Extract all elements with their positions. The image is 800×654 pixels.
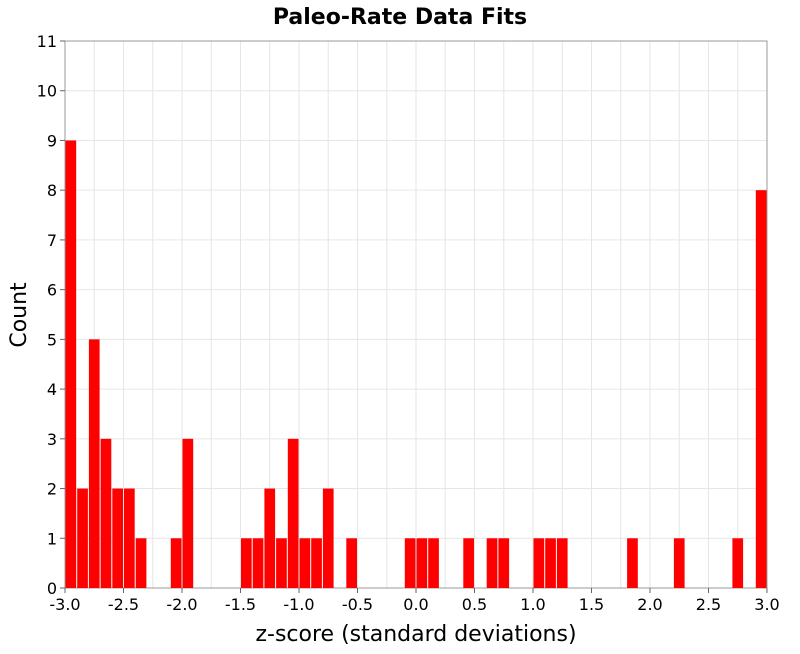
x-tick-label: -2.0	[166, 595, 197, 614]
y-axis-ticks: 0 1 2 3 4 5 6 7 8 9 10 11	[37, 32, 65, 598]
x-tick-label: 3.0	[754, 595, 779, 614]
x-axis-ticks: -3.0 -2.5 -2.0 -1.5 -1.0 -0.5 0.0 0.5 1.0 1.5 2.0 2…	[49, 588, 780, 614]
y-tick-label: 3	[47, 430, 57, 449]
histogram-bar	[252, 538, 264, 588]
histogram-bar	[533, 538, 545, 588]
y-tick-label: 5	[47, 330, 57, 349]
gridlines	[64, 40, 768, 589]
histogram-bar	[556, 538, 568, 588]
bars-group	[65, 140, 767, 589]
y-tick-label: 8	[47, 181, 57, 200]
histogram-bar	[100, 438, 112, 588]
histogram-bar	[428, 538, 439, 588]
x-tick-label: -0.5	[342, 595, 373, 614]
y-tick-label: 9	[47, 131, 57, 150]
histogram-bar	[88, 339, 100, 588]
histogram-bar	[287, 438, 299, 588]
histogram-bar	[673, 538, 685, 588]
histogram-bar	[65, 140, 77, 589]
x-tick-label: -3.0	[49, 595, 80, 614]
histogram-bar	[498, 538, 510, 588]
histogram-bar	[545, 538, 556, 588]
x-tick-label: -1.5	[225, 595, 256, 614]
x-tick-label: 1.0	[520, 595, 545, 614]
y-axis-label: Count	[7, 282, 32, 348]
x-tick-label: 0.5	[462, 595, 487, 614]
histogram-bar	[732, 538, 744, 588]
histogram-bar	[135, 538, 147, 588]
histogram-bar	[755, 190, 767, 588]
y-tick-label: 10	[37, 82, 57, 101]
histogram-bar	[77, 488, 88, 588]
y-tick-label: 4	[47, 380, 57, 399]
x-tick-label: -2.5	[108, 595, 139, 614]
histogram-bar	[112, 488, 123, 588]
histogram-bar	[299, 538, 311, 588]
y-tick-label: 0	[47, 579, 57, 598]
histogram-bar	[124, 488, 135, 588]
x-tick-label: -1.0	[283, 595, 314, 614]
histogram-bar	[170, 538, 182, 588]
histogram-bar	[264, 488, 276, 588]
histogram-bar	[463, 538, 474, 588]
histogram-bar	[416, 538, 428, 588]
histogram-bar	[182, 438, 194, 588]
histogram-bar	[346, 538, 357, 588]
x-tick-label: 1.5	[579, 595, 604, 614]
histogram-bar	[276, 538, 287, 588]
y-tick-label: 11	[37, 32, 57, 51]
histogram-bar	[241, 538, 252, 588]
y-tick-label: 1	[47, 529, 57, 548]
x-tick-label: 0.0	[403, 595, 428, 614]
histogram-bar	[311, 538, 322, 588]
histogram-bar	[486, 538, 498, 588]
x-axis-label: z-score (standard deviations)	[255, 622, 576, 647]
y-tick-label: 2	[47, 480, 57, 499]
x-tick-label: 2.5	[696, 595, 721, 614]
x-tick-label: 2.0	[637, 595, 662, 614]
chart-title: Paleo-Rate Data Fits	[273, 5, 527, 30]
y-tick-label: 7	[47, 231, 57, 250]
histogram-bar	[404, 538, 416, 588]
histogram-bar	[627, 538, 638, 588]
histogram-bar	[322, 488, 334, 588]
y-tick-label: 6	[47, 281, 57, 300]
